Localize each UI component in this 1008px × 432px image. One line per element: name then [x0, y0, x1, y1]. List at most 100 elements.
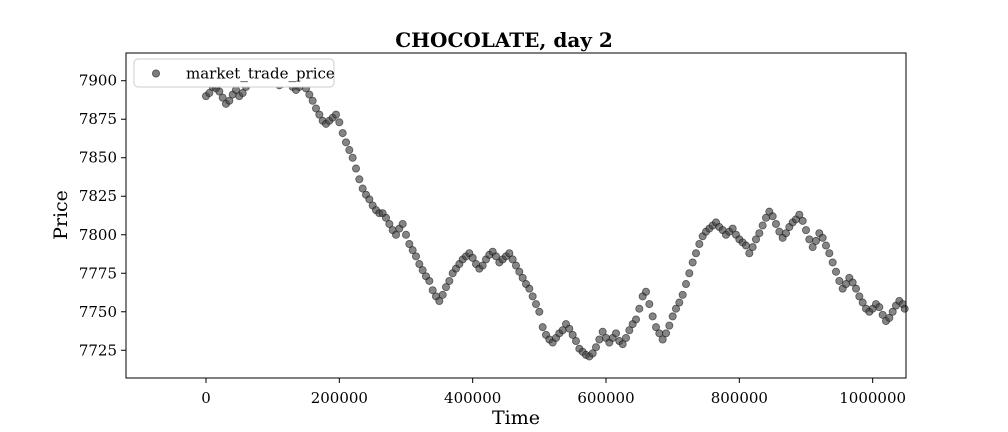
data-point	[588, 349, 597, 358]
data-point	[622, 333, 631, 342]
data-point	[225, 96, 234, 105]
x-tick-label: 600000	[577, 389, 634, 407]
data-point	[338, 129, 347, 138]
data-point	[802, 226, 811, 235]
data-point	[535, 307, 544, 316]
data-point	[665, 321, 674, 330]
data-point	[745, 249, 754, 258]
y-tick-label: 7900	[79, 72, 117, 90]
data-point	[415, 260, 424, 269]
x-tick-label: 1000000	[839, 389, 906, 407]
data-point	[365, 195, 374, 204]
data-point	[782, 229, 791, 238]
data-point	[652, 323, 661, 332]
data-point	[878, 310, 887, 319]
data-point	[355, 175, 364, 184]
data-point	[812, 236, 821, 245]
data-point	[568, 330, 577, 339]
data-point	[798, 216, 807, 225]
data-point	[755, 229, 764, 238]
data-point	[885, 313, 894, 322]
plot-frame	[125, 52, 907, 379]
data-point	[238, 89, 247, 98]
data-point	[435, 296, 444, 305]
x-axis-label: Time	[492, 407, 540, 429]
data-point	[818, 233, 827, 242]
data-point	[855, 292, 864, 301]
data-point	[612, 329, 621, 338]
data-point	[391, 230, 400, 239]
data-point	[900, 304, 909, 313]
data-point	[672, 304, 681, 313]
data-point	[418, 266, 427, 275]
data-point	[425, 276, 434, 285]
data-point	[598, 327, 607, 336]
data-point	[858, 298, 867, 307]
data-point	[441, 283, 450, 292]
data-point	[805, 235, 814, 244]
data-point	[772, 219, 781, 228]
data-point	[748, 243, 757, 252]
data-point	[468, 253, 477, 262]
data-point	[752, 235, 761, 244]
data-point	[852, 284, 861, 293]
data-point	[528, 292, 537, 301]
x-tick-label: 800000	[711, 389, 768, 407]
data-point	[311, 104, 320, 113]
data-point	[428, 286, 437, 295]
data-point	[795, 210, 804, 219]
data-point	[675, 298, 684, 307]
data-point	[385, 219, 394, 228]
data-point	[835, 276, 844, 285]
data-point	[828, 258, 837, 267]
data-point	[341, 138, 350, 147]
data-point	[635, 304, 644, 313]
data-point	[592, 343, 601, 352]
data-point	[411, 252, 420, 261]
data-point	[478, 261, 487, 270]
data-point	[398, 219, 407, 228]
legend-marker	[151, 69, 160, 78]
legend-entry-market-trade-price: market_trade_price	[186, 65, 335, 83]
data-point	[218, 93, 227, 102]
data-point	[768, 212, 777, 221]
data-point	[308, 96, 317, 105]
data-points	[201, 64, 909, 361]
data-point	[658, 335, 667, 344]
data-point	[438, 290, 447, 299]
data-point	[685, 269, 694, 278]
data-point	[305, 90, 314, 99]
data-point	[695, 239, 704, 248]
y-axis-ticks: 7725 7750 7775 7800 7825 7850 7875 7900	[79, 72, 126, 359]
data-point	[532, 300, 541, 309]
data-point	[758, 221, 767, 230]
data-point	[875, 303, 884, 312]
data-point	[515, 267, 524, 276]
data-point	[508, 255, 517, 264]
data-point	[632, 315, 641, 324]
data-point	[512, 261, 521, 270]
y-tick-label: 7725	[79, 341, 117, 359]
legend-box	[133, 58, 335, 88]
data-point	[688, 258, 697, 267]
data-point	[525, 284, 534, 293]
x-tick-label: 400000	[444, 389, 501, 407]
data-point	[662, 329, 671, 338]
data-point	[742, 241, 751, 250]
y-tick-label: 7750	[79, 303, 117, 321]
data-point	[645, 300, 654, 309]
data-point	[595, 335, 604, 344]
data-point	[808, 243, 817, 252]
data-point	[205, 89, 214, 98]
y-tick-label: 7800	[79, 226, 117, 244]
data-point	[565, 324, 574, 333]
chart-title: CHOCOLATE, day 2	[395, 28, 613, 52]
data-point	[335, 118, 344, 127]
plot-area-background	[126, 53, 906, 378]
y-tick-label: 7850	[79, 149, 117, 167]
data-point	[505, 249, 514, 258]
data-point	[348, 153, 357, 162]
y-tick-label: 7825	[79, 187, 117, 205]
data-point	[315, 110, 324, 119]
